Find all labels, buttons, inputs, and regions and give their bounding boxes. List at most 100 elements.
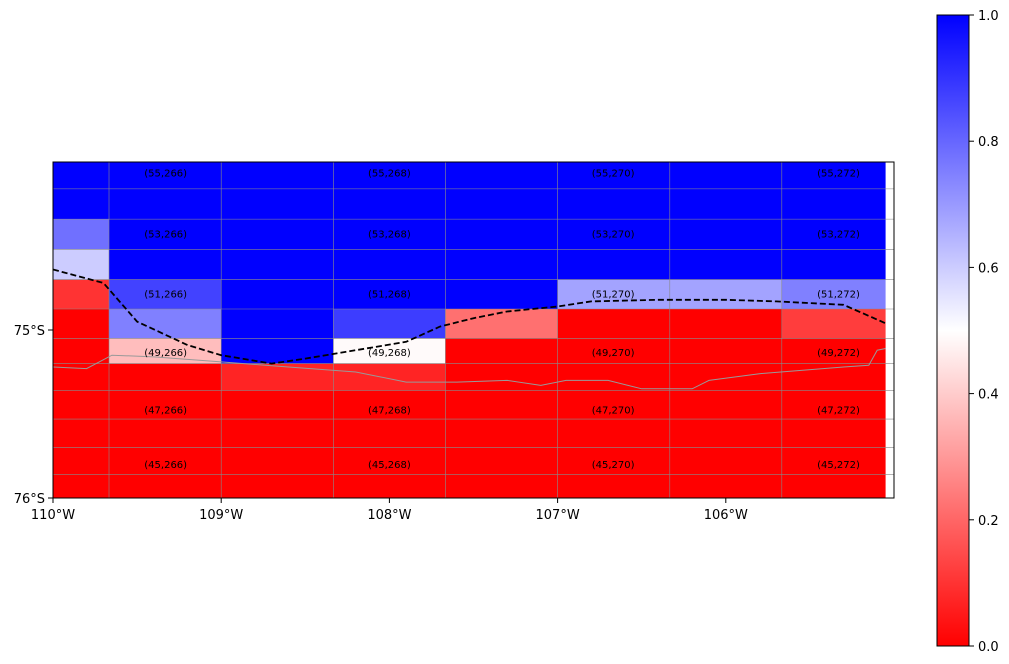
- heatmap-cell: [669, 390, 782, 420]
- heatmap-cell: [781, 219, 886, 250]
- cell-label: (53,266): [144, 230, 187, 241]
- heatmap-cell: [109, 338, 222, 364]
- heatmap-cell: [53, 279, 110, 309]
- heatmap-cell: [557, 419, 670, 448]
- heatmap-cell: [557, 447, 670, 475]
- cell-labels: (55,266) (55,268) (55,270) (55,272) (53,266)…: [144, 168, 860, 470]
- cell-label: (53,272): [817, 230, 860, 241]
- heatmap-cell: [669, 447, 782, 475]
- cell-label: (49,268): [368, 348, 411, 359]
- map-axes: 110°W 109°W 108°W 107°W 106°W 75°S 76°S: [14, 324, 748, 523]
- heatmap-cell: [445, 249, 558, 280]
- heatmap-cell: [781, 474, 886, 498]
- heatmap-cell: [445, 419, 558, 448]
- y-tick-label: 75°S: [14, 324, 45, 339]
- heatmap-cell: [781, 188, 886, 220]
- heatmap-cell: [445, 309, 558, 339]
- heatmap-cell: [445, 390, 558, 420]
- x-tick-label: 108°W: [367, 508, 411, 523]
- x-tick-label: 106°W: [704, 508, 748, 523]
- heatmap-cell: [109, 188, 222, 220]
- heatmap-cell: [557, 249, 670, 280]
- colorbar-gradient: [936, 14, 970, 647]
- heatmap-cell: [221, 249, 334, 280]
- heatmap-cell: [53, 390, 110, 420]
- heatmap-cell: [781, 338, 886, 364]
- cell-label: (45,272): [817, 460, 860, 471]
- cell-label: (55,270): [592, 168, 635, 179]
- heatmap-cell: [669, 419, 782, 448]
- heatmap-cell: [109, 390, 222, 420]
- heatmap-cell: [109, 309, 222, 339]
- heatmap-cell: [333, 390, 446, 420]
- heatmap-cell: [557, 363, 670, 391]
- cell-label: (47,266): [144, 405, 187, 416]
- heatmap-cell: [557, 474, 670, 498]
- heatmap-cell: [557, 219, 670, 250]
- heatmap-cell: [53, 249, 110, 280]
- heatmap-cell: [221, 162, 334, 189]
- colorbar-ticks: 0.0 0.2 0.4 0.6 0.8 1.0: [969, 9, 999, 655]
- heatmap-cell: [53, 338, 110, 364]
- heatmap-cell: [333, 474, 446, 498]
- heatmap-cell: [221, 390, 334, 420]
- heatmap-cell: [781, 162, 886, 189]
- heatmap-cell: [557, 390, 670, 420]
- heatmap-cell: [333, 219, 446, 250]
- colorbar-tick-label: 1.0: [978, 9, 999, 24]
- heatmap-cell: [669, 188, 782, 220]
- colorbar-tick-label: 0.4: [978, 388, 999, 403]
- heatmap-cell: [221, 219, 334, 250]
- cell-label: (51,268): [368, 289, 411, 300]
- heatmap-cell: [445, 447, 558, 475]
- heatmap-cell: [333, 249, 446, 280]
- heatmap-cell: [557, 309, 670, 339]
- cell-label: (45,266): [144, 460, 187, 471]
- heatmap-cell: [445, 279, 558, 309]
- gridlines: [53, 162, 894, 498]
- heatmap-cell: [669, 338, 782, 364]
- cell-label: (47,270): [592, 405, 635, 416]
- contour-line-dashed: [53, 268, 886, 365]
- heatmap-cell: [53, 219, 110, 250]
- heatmap-cell: [445, 363, 558, 391]
- cell-label: (49,272): [817, 348, 860, 359]
- map-overlays: [53, 268, 886, 390]
- heatmap-cell: [53, 447, 110, 475]
- coastline: [53, 348, 886, 390]
- heatmap-cell: [333, 419, 446, 448]
- heatmap-cells: [53, 162, 886, 498]
- heatmap-cell: [445, 162, 558, 189]
- heatmap-cell: [53, 309, 110, 339]
- heatmap-cell: [669, 474, 782, 498]
- heatmap-cell: [669, 162, 782, 189]
- colorbar-tick-label: 0.8: [978, 135, 999, 150]
- cell-label: (51,266): [144, 289, 187, 300]
- cell-label: (53,268): [368, 230, 411, 241]
- heatmap-cell: [109, 363, 222, 391]
- heatmap-cell: [221, 338, 334, 364]
- cell-label: (55,268): [368, 168, 411, 179]
- heatmap-cell: [781, 390, 886, 420]
- heatmap-cell: [669, 249, 782, 280]
- heatmap-cell: [557, 162, 670, 189]
- heatmap-cell: [221, 447, 334, 475]
- heatmap-cell: [109, 279, 222, 309]
- x-tick-label: 109°W: [199, 508, 243, 523]
- heatmap-cell: [53, 162, 110, 189]
- heatmap-cell: [333, 162, 446, 189]
- cell-label: (51,270): [592, 289, 635, 300]
- heatmap-cell: [669, 279, 782, 309]
- heatmap-cell: [221, 419, 334, 448]
- heatmap-cell: [221, 474, 334, 498]
- heatmap-cell: [669, 219, 782, 250]
- colorbar-tick-label: 0.0: [978, 640, 999, 655]
- colorbar: 0.0 0.2 0.4 0.6 0.8 1.0: [936, 9, 999, 655]
- x-tick-label: 107°W: [536, 508, 580, 523]
- heatmap-cell: [333, 279, 446, 309]
- heatmap-cell: [109, 419, 222, 448]
- heatmap-cell: [445, 188, 558, 220]
- heatmap-cell: [781, 309, 886, 339]
- heatmap-cell: [333, 309, 446, 339]
